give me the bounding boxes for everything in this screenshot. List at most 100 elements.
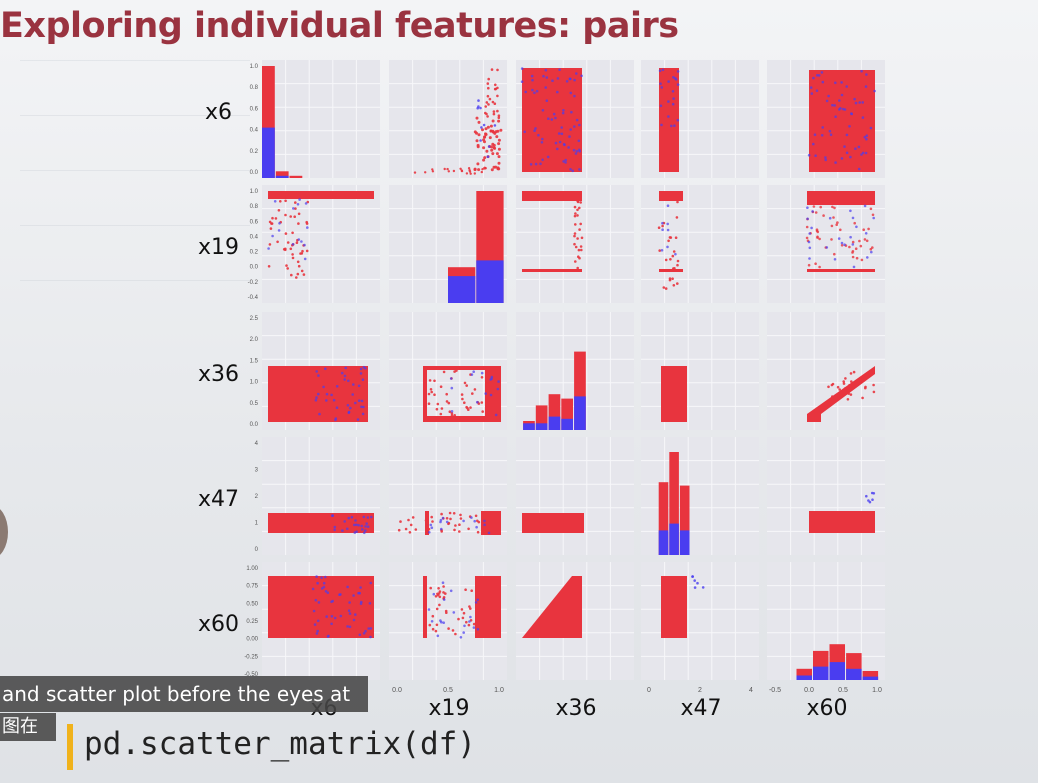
scatter-point xyxy=(545,99,549,102)
scatter-point xyxy=(482,123,486,127)
scatter-point xyxy=(853,221,856,225)
scatter-point xyxy=(295,241,299,244)
scatter-point xyxy=(460,608,464,611)
scatter-point xyxy=(580,74,583,78)
scatter-point xyxy=(573,125,576,128)
scatter-point xyxy=(473,172,476,175)
scatter-point xyxy=(806,217,809,221)
scatter-point xyxy=(841,107,845,111)
scatter-point xyxy=(576,214,579,217)
scatter-point xyxy=(330,600,333,604)
scatter-point xyxy=(575,118,579,122)
scatter-point xyxy=(481,511,501,535)
scatter-point xyxy=(451,629,455,632)
scatter-point xyxy=(520,80,524,83)
scatter-point xyxy=(477,120,481,124)
scatter-point xyxy=(497,114,501,117)
scatter-point xyxy=(843,243,846,246)
hist-bar-blue xyxy=(561,418,573,430)
scatter-point xyxy=(565,80,569,83)
hist-bar-red xyxy=(862,671,879,680)
scatter-point xyxy=(467,623,471,627)
scatter-point xyxy=(450,410,454,413)
scatter-point xyxy=(483,135,486,139)
scatter-point xyxy=(343,520,347,523)
scatter-point xyxy=(476,519,479,523)
scatter-point xyxy=(364,525,367,528)
scatter-point xyxy=(431,627,435,631)
scatter-point xyxy=(854,247,858,250)
scatter-point xyxy=(409,523,413,527)
scatter-point xyxy=(465,620,468,624)
scatter-point xyxy=(493,87,497,91)
scatter-point xyxy=(675,216,679,219)
scatter-point xyxy=(658,69,662,72)
y-tick-label: 0.2 xyxy=(250,149,259,155)
scatter-point xyxy=(458,523,461,526)
scatter-point xyxy=(805,236,809,240)
scatter-point xyxy=(861,116,865,119)
scatter-point xyxy=(676,282,679,285)
scatter-point xyxy=(520,67,524,70)
scatter-point xyxy=(539,162,542,166)
scatter-point xyxy=(573,232,577,235)
scatter-point xyxy=(808,232,811,235)
scatter-point xyxy=(569,168,572,171)
scatter-point xyxy=(340,371,344,375)
scatter-point xyxy=(433,379,436,383)
scatter-point xyxy=(477,133,481,137)
scatter-point xyxy=(829,133,833,136)
scatter-point xyxy=(556,90,559,94)
panel-x47-x6 xyxy=(262,437,380,555)
scatter-point xyxy=(435,623,439,627)
scatter-point xyxy=(357,384,361,388)
scatter-point xyxy=(284,232,288,235)
scatter-point xyxy=(872,383,875,387)
scatter-point xyxy=(434,629,438,633)
scatter-point xyxy=(347,410,351,414)
scatter-point xyxy=(853,97,856,101)
scatter-point xyxy=(448,511,452,515)
panel-x6-x19 xyxy=(389,60,507,178)
scatter-point xyxy=(494,165,498,169)
scatter-point xyxy=(668,277,672,280)
scatter-point xyxy=(447,627,450,630)
panel-x47-x19 xyxy=(389,437,507,555)
scatter-point xyxy=(442,370,446,374)
hist-bar-blue xyxy=(846,668,862,680)
y-tick-label: 0.0 xyxy=(250,170,259,176)
col-label-x60: x60 xyxy=(806,696,848,721)
scatter-point xyxy=(301,249,304,253)
scatter-point xyxy=(659,68,679,172)
y-tick-label: 1.5 xyxy=(250,358,259,364)
scatter-point xyxy=(324,575,327,579)
scatter-point xyxy=(443,167,446,171)
scatter-point xyxy=(462,631,466,634)
scatter-point xyxy=(326,635,330,638)
scatter-point xyxy=(473,388,477,391)
scatter-point xyxy=(673,77,677,80)
scatter-point xyxy=(676,118,680,122)
scatter-point xyxy=(868,374,871,378)
scatter-point xyxy=(865,134,868,137)
scatter-point xyxy=(574,245,578,249)
scatter-point xyxy=(820,134,824,137)
scatter-point xyxy=(362,515,366,519)
scatter-point xyxy=(442,621,446,624)
scatter-point xyxy=(282,248,286,251)
code-accent-bar xyxy=(67,724,73,770)
scatter-point xyxy=(491,100,495,104)
scatter-point xyxy=(857,145,861,149)
scatter-point xyxy=(313,623,317,626)
scatter-point xyxy=(312,609,316,613)
y-tick-label: 0.0 xyxy=(250,422,259,428)
scatter-point xyxy=(357,399,361,403)
y-tick-label: 0.5 xyxy=(250,401,259,407)
scatter-point xyxy=(808,257,811,260)
scatter-point xyxy=(362,405,365,409)
scatter-point xyxy=(833,252,836,256)
code-snippet: pd.scatter_matrix(df) xyxy=(84,726,476,762)
scatter-point xyxy=(831,395,834,398)
scatter-point xyxy=(268,576,374,638)
scatter-point xyxy=(430,515,434,519)
